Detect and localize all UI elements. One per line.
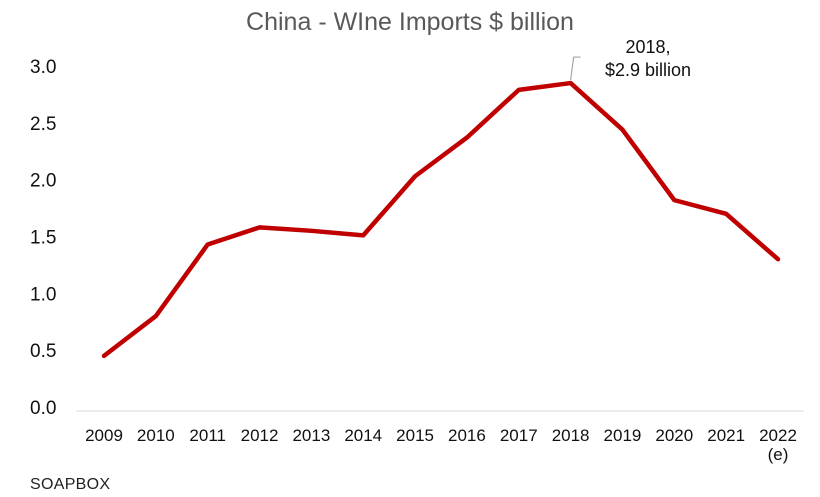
- x-tick-label: 2009: [85, 426, 123, 445]
- x-tick-label: 2015: [396, 426, 434, 445]
- chart-title: China - WIne Imports $ billion: [246, 8, 574, 36]
- x-tick-label: 2018: [552, 426, 590, 445]
- x-tick-label: 2012: [241, 426, 279, 445]
- y-tick-label: 1.5: [30, 228, 56, 249]
- annotation-label: 2018,: [625, 37, 670, 57]
- x-tick-label: 2011: [189, 426, 226, 445]
- x-tick-sublabel: (e): [768, 445, 789, 464]
- y-tick-label: 0.5: [30, 341, 56, 362]
- x-tick-label: 2022: [759, 426, 797, 445]
- y-tick-label: 1.0: [30, 284, 56, 305]
- x-axis: 2009 2010 2011 2012 2013 2014 2015 2016 2017 2018…: [76, 410, 804, 464]
- footer-brand: SOAPBOX: [30, 476, 111, 493]
- x-tick-label: 2019: [604, 426, 642, 445]
- x-tick-label: 2013: [292, 426, 330, 445]
- x-tick-label: 2017: [500, 426, 538, 445]
- series-line: [101, 80, 781, 359]
- annotation-leader-line: [570, 56, 581, 81]
- y-tick-label: 0.0: [30, 398, 56, 419]
- x-tick-label: 2010: [137, 426, 175, 445]
- y-axis: 0.0 0.5 1.0 1.5 2.0 2.5 3.0: [30, 57, 56, 419]
- x-tick-label: 2016: [448, 426, 486, 445]
- annotation-label: $2.9 billion: [605, 60, 691, 80]
- annotation-layer: 2018, $2.9 billion: [570, 37, 691, 81]
- series-layer: [101, 80, 781, 359]
- x-tick-label: 2020: [655, 426, 693, 445]
- x-tick-label: 2014: [344, 426, 382, 445]
- y-tick-label: 3.0: [30, 57, 56, 78]
- y-tick-label: 2.0: [30, 171, 56, 192]
- y-tick-label: 2.5: [30, 114, 56, 135]
- x-tick-label: 2021: [707, 426, 745, 445]
